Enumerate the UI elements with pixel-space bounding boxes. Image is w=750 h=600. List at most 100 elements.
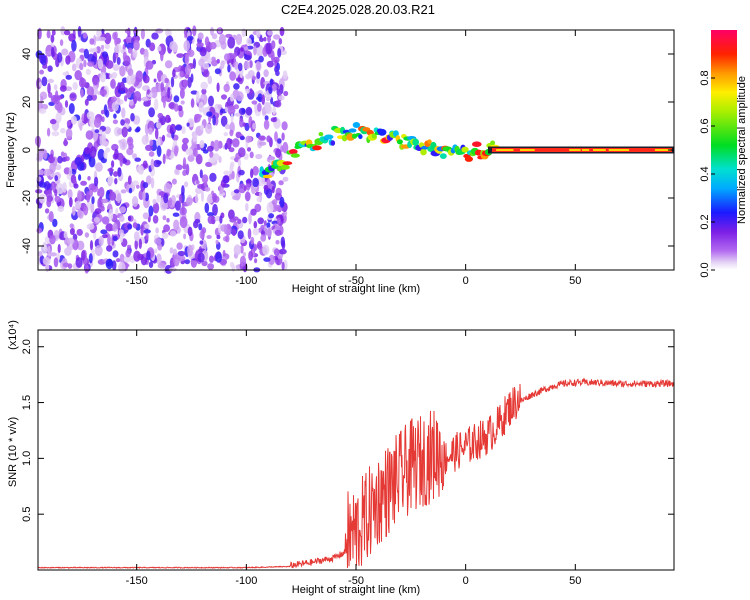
noise-cell: [240, 47, 244, 52]
noise-cell: [229, 129, 234, 137]
noise-cell: [184, 64, 192, 75]
noise-cell: [127, 215, 132, 222]
spectrogram-y-label: Frequency (Hz): [5, 112, 17, 188]
noise-cell: [182, 79, 188, 88]
noise-cell: [97, 197, 103, 209]
noise-cell: [226, 137, 232, 150]
noise-cell: [39, 81, 43, 88]
noise-cell: [260, 234, 267, 242]
noise-cell: [113, 171, 119, 177]
noise-cell: [120, 232, 124, 243]
noise-cell: [169, 127, 174, 135]
noise-cell: [166, 184, 173, 189]
noise-cell: [233, 52, 238, 58]
noise-cell: [48, 101, 55, 107]
spectrogram-panel: -150 -100 -50 0 50 -40 -20 0 20 40 Height of str…: [5, 25, 675, 295]
noise-cell: [35, 189, 43, 194]
spectrogram-points: [34, 25, 289, 274]
noise-cell: [70, 115, 77, 125]
noise-cell: [279, 196, 285, 208]
noise-cell: [98, 235, 104, 246]
noise-cell: [96, 46, 101, 54]
noise-cell: [234, 112, 241, 117]
noise-cell: [281, 121, 288, 131]
noise-cell: [210, 27, 214, 36]
noise-cell: [257, 240, 262, 250]
noise-cell: [83, 205, 89, 216]
noise-cell: [38, 182, 47, 188]
noise-cell: [227, 36, 236, 49]
noise-cell: [255, 153, 263, 160]
noise-cell: [88, 183, 97, 191]
noise-cell: [127, 68, 134, 76]
noise-cell: [274, 229, 282, 236]
noise-cell: [207, 212, 214, 217]
noise-cell: [251, 76, 257, 81]
noise-cell: [165, 114, 171, 124]
noise-cell: [146, 250, 151, 261]
noise-cell: [245, 179, 252, 184]
noise-cell: [173, 219, 180, 231]
noise-cell: [246, 147, 252, 152]
snr-panel: -150 -100 -50 0 50 0.5 1.0 1.5 2.0 Height of st…: [7, 320, 675, 596]
noise-cell: [99, 72, 107, 83]
noise-cell: [118, 139, 123, 144]
noise-cell: [154, 127, 159, 140]
noise-cell: [242, 216, 248, 224]
noise-cell: [41, 76, 48, 87]
signal-cell: [396, 139, 403, 145]
noise-cell: [154, 98, 159, 111]
signal-cell: [472, 141, 482, 147]
noise-cell: [54, 175, 58, 182]
noise-cell: [80, 154, 85, 163]
colorbar-tick-label: 0.4: [699, 166, 711, 181]
noise-cell: [127, 47, 133, 54]
noise-cell: [267, 30, 273, 36]
noise-cell: [119, 65, 126, 77]
noise-cell: [212, 114, 216, 126]
noise-cell: [46, 127, 51, 137]
noise-cell: [219, 215, 223, 224]
noise-cell: [266, 202, 274, 214]
noise-cell: [171, 178, 177, 185]
noise-cell: [75, 257, 83, 268]
noise-cell: [55, 183, 64, 195]
noise-cell: [202, 62, 210, 70]
snr-y-ticks: 0.5 1.0 1.5 2.0: [21, 339, 674, 522]
noise-cell: [156, 122, 162, 129]
signal-cell: [276, 159, 287, 167]
noise-cell: [101, 198, 109, 204]
signal-cell: [358, 134, 363, 140]
noise-cell: [204, 36, 210, 47]
noise-cell: [274, 100, 282, 108]
noise-cell: [112, 235, 118, 242]
noise-cell: [177, 255, 186, 262]
noise-cell: [164, 77, 169, 84]
noise-cell: [54, 195, 61, 203]
noise-cell: [156, 253, 162, 265]
noise-cell: [232, 138, 240, 148]
noise-cell: [251, 100, 258, 105]
noise-cell: [125, 35, 133, 45]
noise-cell: [239, 117, 244, 128]
noise-cell: [192, 132, 198, 143]
noise-cell: [223, 83, 230, 93]
signal-track: [259, 122, 674, 179]
noise-cell: [62, 182, 67, 193]
noise-cell: [57, 52, 63, 63]
noise-cell: [237, 218, 242, 224]
noise-cell: [272, 106, 277, 115]
y-tick-label: 20: [21, 96, 33, 108]
noise-cell: [156, 160, 162, 165]
noise-cell: [257, 93, 263, 103]
noise-cell: [119, 206, 127, 214]
y-tick-label: 40: [21, 48, 33, 60]
noise-cell: [283, 90, 289, 97]
noise-cell: [223, 170, 231, 176]
noise-cell: [193, 147, 198, 157]
noise-cell: [252, 228, 260, 236]
noise-cell: [125, 249, 131, 258]
noise-cell: [175, 124, 183, 131]
noise-cell: [160, 49, 164, 62]
